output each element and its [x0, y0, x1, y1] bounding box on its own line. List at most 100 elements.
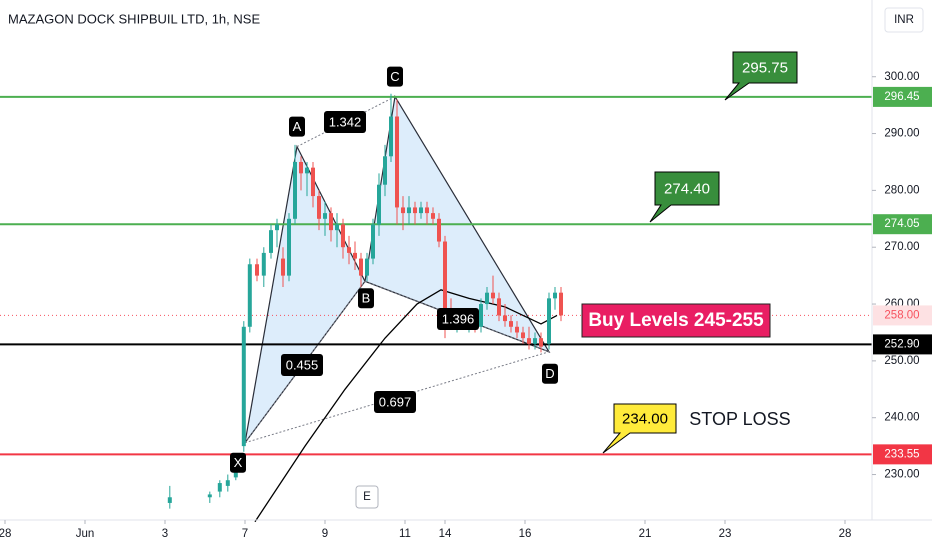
level-tag-label: 274.05 — [884, 218, 919, 230]
x-tick-label: 28 — [839, 528, 852, 540]
x-tick-label: 7 — [242, 528, 248, 540]
candle-body — [241, 326, 246, 447]
x-tick-label: 28 — [0, 528, 11, 540]
ratio-label: 0.697 — [379, 394, 412, 409]
y-tick-label: 270.00 — [884, 241, 919, 253]
y-tick-label: 250.00 — [884, 355, 919, 367]
callout-label: 234.00 — [622, 410, 668, 427]
candle-body — [419, 207, 423, 214]
candle-body — [217, 483, 222, 492]
callout — [649, 171, 720, 223]
ratio-label: 0.455 — [286, 357, 319, 372]
x-tick-label: 9 — [322, 528, 328, 540]
y-tick-label: 280.00 — [884, 184, 919, 196]
currency: INR — [894, 14, 914, 26]
x-tick-label: 23 — [719, 528, 732, 540]
candle-body — [509, 321, 513, 327]
pattern-point-box — [387, 66, 403, 87]
x-tick-label: 16 — [519, 528, 532, 540]
pattern-diagonal — [364, 280, 550, 353]
candle-body — [323, 213, 327, 219]
annotation: STOP LOSS — [689, 409, 790, 429]
candle-body — [431, 213, 435, 219]
level-tag-label: 233.55 — [884, 448, 919, 460]
pattern-point-box — [542, 363, 558, 384]
y-tick-label: 240.00 — [884, 412, 919, 424]
candle-body — [365, 258, 369, 276]
level-tag-label: 252.90 — [884, 338, 919, 350]
pattern-point-label: A — [293, 119, 302, 134]
candle-body — [261, 252, 266, 276]
candle-body — [491, 292, 495, 299]
pattern-diagonal — [244, 351, 550, 444]
level-tag — [873, 214, 932, 235]
y-tick-label: 290.00 — [884, 128, 919, 140]
candle-body — [329, 213, 333, 231]
x-tick-label: 11 — [399, 528, 411, 540]
x-tick-label: 3 — [162, 528, 168, 540]
candle-body — [559, 292, 563, 316]
candle-body — [281, 258, 285, 276]
candle-body — [167, 497, 172, 503]
candle-body — [233, 471, 238, 478]
pattern-point-box — [358, 288, 374, 309]
candle-body — [353, 252, 357, 259]
candle-body — [425, 207, 429, 214]
y-tick-label: 300.00 — [884, 71, 919, 83]
level-tag — [873, 86, 932, 107]
ratio-box — [374, 391, 416, 413]
candle-body — [225, 480, 230, 486]
candle-body — [413, 207, 417, 214]
candle-body — [407, 207, 411, 214]
candle-body — [293, 161, 297, 219]
ratio-box — [324, 111, 366, 133]
ratio-label: 1.342 — [329, 114, 362, 129]
x-tick-label: Jun — [76, 528, 95, 540]
pattern-point-label: X — [234, 455, 243, 470]
candle-body — [515, 326, 519, 333]
button-label[interactable]: E — [363, 491, 371, 503]
currency-box — [884, 7, 924, 33]
candle-body — [317, 196, 321, 219]
pattern-point-label: B — [362, 291, 371, 306]
level-tag — [873, 444, 932, 465]
candle-body — [269, 230, 273, 253]
level-tag — [873, 334, 932, 355]
candle-body — [247, 264, 252, 327]
candle-body — [395, 116, 399, 208]
callout-label: 295.75 — [742, 59, 788, 76]
y-tick-label: 230.00 — [884, 469, 919, 481]
pattern-point-label: D — [545, 366, 554, 381]
pattern-point-label: C — [390, 69, 399, 84]
candle-body — [521, 332, 525, 339]
candle-body — [443, 241, 447, 316]
annotation-box — [581, 303, 771, 338]
annotation: Buy Levels 245-255 — [588, 310, 764, 331]
candle-body — [311, 167, 315, 197]
candle-body — [299, 161, 303, 174]
candle-body — [401, 207, 405, 214]
candle-body — [485, 292, 489, 305]
ratio-box — [281, 354, 323, 376]
candle-body — [389, 116, 393, 157]
callout-label: 274.40 — [664, 180, 710, 197]
candle-body — [255, 264, 259, 276]
candle-body — [207, 494, 212, 498]
candle-body — [275, 224, 279, 231]
chart-title: MAZAGON DOCK SHIPBUIL LTD, 1h, NSE — [8, 11, 260, 26]
pattern-point-box — [230, 452, 246, 473]
candle-body — [341, 224, 345, 248]
x-tick-label: 14 — [439, 528, 452, 540]
candle-body — [305, 167, 309, 174]
callout — [602, 403, 677, 454]
candle-body — [479, 304, 483, 327]
button[interactable] — [355, 485, 379, 509]
candle-body — [533, 338, 537, 344]
candle-body — [359, 258, 363, 276]
ratio-box — [437, 308, 479, 330]
plot-area — [0, 93, 872, 523]
candle-body — [383, 156, 387, 185]
x-tick-label: 21 — [639, 528, 652, 540]
candle-body — [287, 218, 291, 276]
